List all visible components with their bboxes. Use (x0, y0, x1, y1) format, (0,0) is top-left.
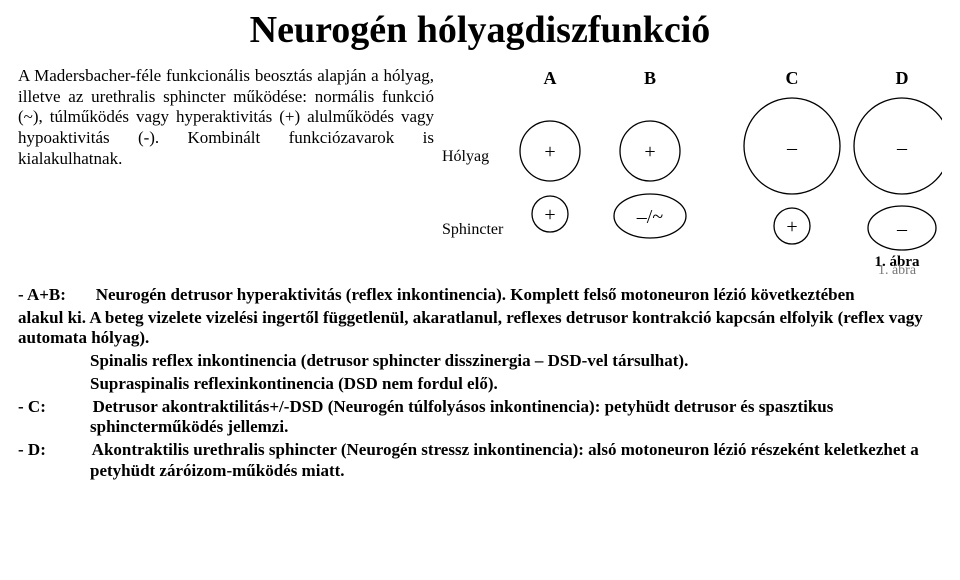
col-D-shapes: – – (854, 98, 942, 250)
item-ab-line1: Neurogén detrusor hyperaktivitás (reflex… (96, 285, 855, 304)
item-c: - C: Detrusor akontraktilitás+/-DSD (Neu… (18, 397, 942, 438)
col-C-sphincter-sign: + (786, 216, 797, 238)
col-B-shapes: + –/~ (614, 121, 686, 238)
bladder-sphincter-diagram: A B C D Hólyag Sphincter + + + (442, 66, 942, 276)
figure-1: A B C D Hólyag Sphincter + + + (442, 66, 942, 281)
figure-caption-shadow: 1. ábra (878, 263, 917, 276)
item-d: - D: Akontraktilis urethralis sphincter … (18, 440, 942, 481)
item-c-text: Detrusor akontraktilitás+/-DSD (Neurogén… (90, 397, 833, 437)
col-A-sphincter-sign: + (544, 204, 555, 226)
col-B-label: B (644, 68, 656, 88)
row-sphincter-label: Sphincter (442, 221, 504, 238)
col-A-bladder-sign: + (544, 141, 555, 163)
col-A-label: A (544, 68, 557, 88)
item-ab-tail: alakul ki. A beteg vizelete vizelési ing… (18, 308, 942, 349)
col-D-label: D (896, 68, 909, 88)
item-ab-key: - A+B: (18, 285, 66, 304)
item-d-key: - D: (18, 440, 46, 459)
page-title: Neurogén hólyagdiszfunkció (18, 8, 942, 52)
definitions-block: - A+B: Neurogén detrusor hyperaktivitás … (18, 285, 942, 482)
col-D-sphincter-sign: – (896, 218, 908, 240)
col-D-bladder-sign: – (896, 137, 908, 159)
col-C-shapes: – + (744, 98, 840, 244)
page: Neurogén hólyagdiszfunkció A Madersbache… (0, 0, 960, 580)
upper-section: A Madersbacher-féle funkcionális beosztá… (18, 66, 942, 281)
item-d-text: Akontraktilis urethralis sphincter (Neur… (90, 440, 919, 480)
col-A-shapes: + + (520, 121, 580, 232)
col-C-bladder-sign: – (786, 137, 798, 159)
col-B-bladder-sign: + (644, 141, 655, 163)
item-ab: - A+B: Neurogén detrusor hyperaktivitás … (18, 285, 942, 306)
item-ab-sub2: Supraspinalis reflexinkontinencia (DSD n… (18, 374, 942, 395)
item-c-key: - C: (18, 397, 46, 416)
intro-paragraph: A Madersbacher-féle funkcionális beosztá… (18, 66, 434, 281)
col-C-label: C (786, 68, 799, 88)
col-B-sphincter-sign: –/~ (636, 206, 664, 228)
row-bladder-label: Hólyag (442, 148, 489, 165)
item-ab-sub1: Spinalis reflex inkontinencia (detrusor … (18, 351, 942, 372)
